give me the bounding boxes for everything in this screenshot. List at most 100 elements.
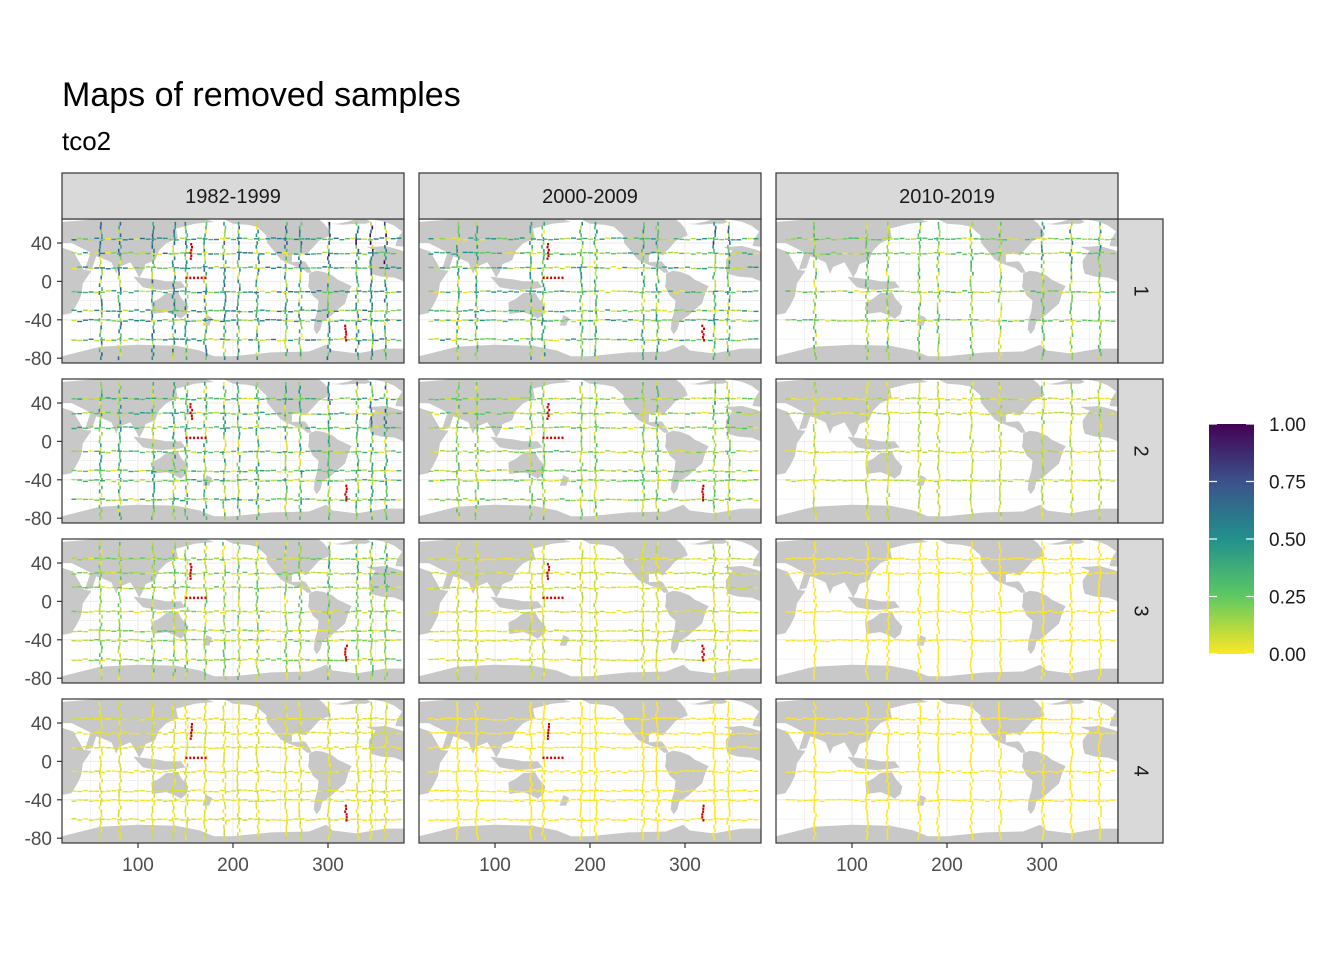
- track-sample: [1098, 252, 1101, 257]
- track-sample: [214, 319, 219, 322]
- track-sample: [496, 397, 502, 400]
- track-sample: [184, 564, 187, 569]
- track-sample: [1097, 481, 1100, 486]
- track-sample: [541, 474, 544, 478]
- track-sample: [184, 553, 186, 558]
- track-sample: [696, 267, 702, 270]
- track-sample: [345, 470, 351, 473]
- track-sample: [151, 320, 157, 322]
- track-sample: [886, 508, 889, 513]
- track-sample: [594, 221, 597, 226]
- track-sample: [468, 251, 474, 254]
- track-sample: [242, 413, 248, 415]
- track-sample: [812, 489, 815, 494]
- track-sample: [713, 352, 716, 357]
- track-sample: [971, 325, 973, 330]
- track-sample: [814, 329, 817, 334]
- track-sample: [476, 344, 479, 349]
- track-sample: [286, 424, 289, 428]
- track-sample: [257, 435, 259, 440]
- track-sample: [747, 413, 753, 415]
- track-sample: [379, 411, 385, 414]
- track-sample: [99, 264, 101, 268]
- track-sample: [815, 256, 817, 261]
- track-sample: [690, 310, 696, 313]
- track-sample: [937, 424, 940, 428]
- track-sample: [813, 248, 815, 253]
- track-sample: [785, 450, 791, 452]
- track-sample: [237, 229, 239, 234]
- track-sample: [1087, 252, 1093, 255]
- track-sample: [622, 320, 628, 322]
- track-sample: [298, 340, 300, 345]
- track-sample: [151, 427, 157, 430]
- track-sample: [151, 480, 157, 483]
- track-sample: [814, 291, 816, 295]
- track-sample: [479, 290, 485, 292]
- track-sample: [204, 500, 207, 505]
- track-sample: [288, 253, 294, 255]
- track-sample: [186, 576, 189, 581]
- track-sample: [736, 339, 742, 342]
- track-sample: [712, 348, 714, 353]
- track-sample: [100, 340, 103, 345]
- track-sample: [918, 275, 921, 280]
- track-sample: [185, 541, 188, 546]
- track-sample: [390, 291, 396, 293]
- track-sample: [173, 302, 176, 307]
- track-sample: [451, 237, 457, 239]
- track-sample: [162, 267, 168, 269]
- track-sample: [1099, 479, 1104, 481]
- track-sample: [496, 479, 502, 482]
- track-sample: [94, 291, 100, 294]
- high-removal-sample: [546, 417, 549, 420]
- track-sample: [396, 499, 402, 501]
- track-sample: [985, 413, 990, 415]
- track-sample: [370, 420, 373, 425]
- track-sample: [225, 412, 231, 415]
- track-sample: [384, 325, 386, 330]
- track-sample: [479, 252, 485, 254]
- track-sample: [876, 239, 882, 241]
- track-sample: [384, 321, 386, 326]
- track-sample: [727, 279, 729, 284]
- track-sample: [836, 479, 842, 481]
- high-removal-sample: [189, 276, 192, 280]
- track-sample: [939, 398, 945, 400]
- track-sample: [712, 424, 715, 428]
- high-removal-sample: [547, 414, 550, 417]
- track-sample: [356, 424, 359, 428]
- track-sample: [1069, 283, 1071, 288]
- track-sample: [650, 480, 656, 482]
- track-sample: [153, 481, 155, 486]
- track-sample: [256, 221, 258, 226]
- track-sample: [214, 310, 219, 312]
- track-sample: [1099, 233, 1101, 238]
- track-sample: [1041, 412, 1044, 417]
- track-sample: [491, 291, 497, 293]
- track-sample: [622, 499, 628, 501]
- track-sample: [286, 474, 289, 478]
- track-sample: [998, 454, 1000, 459]
- track-sample: [100, 508, 103, 513]
- track-sample: [385, 443, 387, 448]
- track-sample: [284, 275, 286, 280]
- track-sample: [814, 275, 817, 280]
- track-sample: [236, 474, 239, 478]
- track-sample: [223, 622, 226, 627]
- track-sample: [371, 462, 374, 467]
- track-sample: [88, 469, 94, 472]
- track-sample: [367, 499, 373, 501]
- track-sample: [171, 352, 174, 357]
- track-sample: [712, 356, 715, 361]
- track-sample: [813, 348, 816, 353]
- track-sample: [386, 458, 388, 463]
- track-sample: [565, 499, 571, 502]
- track-sample: [905, 451, 911, 453]
- track-sample: [1099, 221, 1101, 226]
- track-sample: [219, 309, 225, 312]
- track-sample: [384, 385, 387, 390]
- track-sample: [548, 339, 554, 342]
- track-sample: [1076, 413, 1082, 415]
- track-sample: [605, 480, 611, 482]
